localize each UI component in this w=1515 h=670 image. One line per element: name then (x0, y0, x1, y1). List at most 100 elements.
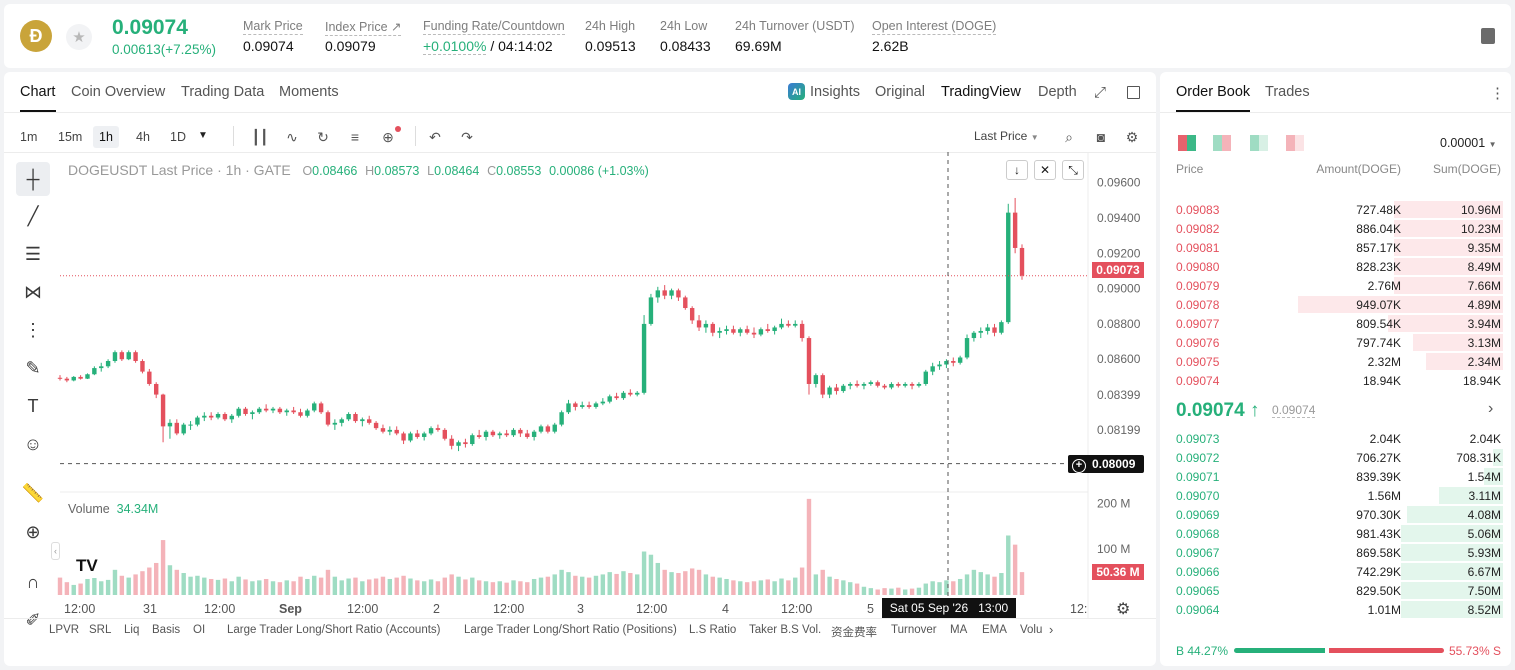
bid-row[interactable]: 0.09069 970.30K 4.08M (1160, 505, 1511, 524)
tab-order-book[interactable]: Order Book (1176, 84, 1251, 100)
compare-icon[interactable]: ↻ (317, 128, 329, 145)
ask-row[interactable]: 0.09082 886.04K 10.23M (1160, 219, 1511, 238)
timeframe-1h[interactable]: 1h (93, 126, 119, 148)
scroll-down-icon[interactable]: ↓ (1006, 160, 1028, 180)
bid-row[interactable]: 0.09073 2.04K 2.04K (1160, 429, 1511, 448)
more-options-icon[interactable]: ⋮ (1490, 85, 1505, 102)
bid-row[interactable]: 0.09070 1.56M 3.11M (1160, 486, 1511, 505)
add-crosshair-icon[interactable]: + (1072, 459, 1086, 473)
settings-gear-icon[interactable]: ⚙ (1125, 128, 1139, 145)
price-type-select[interactable]: Last Price ▼ (974, 129, 1039, 143)
timeframe-1d[interactable]: 1D (170, 130, 186, 144)
tab-coin-overview[interactable]: Coin Overview (71, 84, 166, 100)
search-icon[interactable]: ⌕ (1065, 128, 1073, 145)
ask-row[interactable]: 0.09080 828.23K 8.49M (1160, 257, 1511, 276)
indicator-lt-accounts[interactable]: Large Trader Long/Short Ratio (Accounts) (227, 624, 441, 636)
expand-icon[interactable]: ⤢ (1094, 84, 1107, 101)
ask-row[interactable]: 0.09081 857.17K 9.35M (1160, 238, 1511, 257)
indicator-ls-ratio[interactable]: L.S Ratio (689, 624, 737, 636)
bid-row[interactable]: 0.09065 829.50K 7.50M (1160, 581, 1511, 600)
indicator-turnover[interactable]: Turnover (891, 624, 937, 636)
view-both-icon[interactable] (1178, 135, 1196, 151)
bid-row[interactable]: 0.09071 839.39K 1.54M (1160, 467, 1511, 486)
guide-book-icon[interactable] (1481, 28, 1495, 44)
ask-row[interactable]: 0.09078 949.07K 4.89M (1160, 295, 1511, 314)
indicator-ma[interactable]: MA (950, 624, 968, 636)
collapse-toolbar-icon[interactable]: ‹ (51, 542, 60, 560)
tab-moments[interactable]: Moments (279, 84, 339, 100)
tab-chart[interactable]: Chart (20, 84, 56, 100)
candlestick-chart[interactable]: 0.09600 0.09400 0.09200 0.09000 0.08800 0.086… (4, 72, 1156, 666)
chevron-right-icon[interactable]: › (1488, 400, 1494, 417)
ruler-tool-icon[interactable]: 📏 (21, 482, 45, 503)
crosshair-tool-icon[interactable]: ┼ (16, 162, 50, 196)
candle-type-icon[interactable]: ┃┃ (251, 128, 269, 145)
templates-icon[interactable]: ≡ (350, 129, 360, 145)
ask-row[interactable]: 0.09083 727.48K 10.96M (1160, 200, 1511, 219)
bid-row[interactable]: 0.09067 869.58K 5.93M (1160, 543, 1511, 562)
zoom-tool-icon[interactable]: ⊕ (25, 521, 41, 542)
horizontal-lines-tool-icon[interactable]: ☰ (24, 243, 42, 264)
view-large-icon[interactable] (1286, 135, 1304, 151)
indicator-basis[interactable]: Basis (152, 624, 181, 636)
pattern-tool-icon[interactable]: ⋈ (24, 281, 42, 302)
bid-row[interactable]: 0.09066 742.29K 6.67M (1160, 562, 1511, 581)
chart-settings-icon[interactable]: ⚙ (1116, 601, 1131, 618)
chevron-right-icon[interactable]: › (1049, 622, 1054, 637)
brush-tool-icon[interactable]: ✎ (25, 357, 41, 378)
candle-body (373, 422, 379, 429)
timeframe-dropdown-icon[interactable]: ▼ (198, 130, 208, 141)
fib-tool-icon[interactable]: ⋮ (24, 319, 42, 340)
funding-rate[interactable]: +0.0100% (423, 38, 487, 55)
camera-icon[interactable]: ◙ (1096, 129, 1106, 145)
ask-row[interactable]: 0.09074 18.94K 18.94K (1160, 371, 1511, 390)
favorite-star-icon[interactable]: ★ (66, 24, 92, 50)
view-original[interactable]: Original (875, 84, 925, 100)
open-interest-label[interactable]: Open Interest (DOGE) (872, 19, 997, 35)
ask-row[interactable]: 0.09077 809.54K 3.94M (1160, 314, 1511, 333)
indicator-oi[interactable]: OI (193, 624, 206, 636)
redo-icon[interactable]: ↷ (461, 128, 473, 145)
precision-select[interactable]: 0.00001 ▼ (1440, 136, 1497, 150)
view-asks-icon[interactable] (1213, 135, 1231, 151)
indicators-icon[interactable]: ∿ (286, 128, 298, 145)
view-depth[interactable]: Depth (1038, 84, 1077, 100)
indicator-lpvr[interactable]: LPVR (49, 624, 80, 636)
ask-row[interactable]: 0.09076 797.74K 3.13M (1160, 333, 1511, 352)
timeframe-1m[interactable]: 1m (20, 130, 38, 144)
indicator-lt-positions[interactable]: Large Trader Long/Short Ratio (Positions… (464, 624, 677, 636)
undo-icon[interactable]: ↶ (429, 128, 441, 145)
ai-insights-icon[interactable]: AI (788, 83, 805, 100)
collapse-pane-icon[interactable]: ✕ (1034, 160, 1056, 180)
funding-rate-label[interactable]: Funding Rate/Countdown (423, 19, 565, 35)
text-tool-icon[interactable]: T (27, 395, 39, 416)
bid-row[interactable]: 0.09064 1.01M 8.52M (1160, 600, 1511, 619)
maximize-pane-icon[interactable]: ⤡ (1062, 160, 1084, 180)
ask-row[interactable]: 0.09075 2.32M 2.34M (1160, 352, 1511, 371)
trend-line-tool-icon[interactable]: ╱ (27, 205, 39, 226)
magnet-tool-icon[interactable]: ∩ (26, 571, 40, 592)
index-price-label[interactable]: Index Price ↗ (325, 20, 402, 36)
indicator-srl[interactable]: SRL (89, 624, 112, 636)
indicator-liq[interactable]: Liq (124, 624, 140, 636)
timeframe-4h[interactable]: 4h (136, 130, 150, 144)
tab-trading-data[interactable]: Trading Data (181, 84, 265, 100)
fullscreen-icon[interactable] (1127, 86, 1140, 99)
timeframe-15m[interactable]: 15m (58, 130, 83, 144)
indicator-ema[interactable]: EMA (982, 624, 1007, 636)
add-alert-icon[interactable]: ⊕ (382, 128, 394, 145)
ask-row[interactable]: 0.09079 2.76M 7.66M (1160, 276, 1511, 295)
indicator-taker-vol[interactable]: Taker B.S Vol. (749, 624, 822, 636)
insights-button[interactable]: Insights (810, 84, 860, 100)
indicator-volume[interactable]: Volu (1020, 624, 1043, 636)
bid-row[interactable]: 0.09072 706.27K 708.31K (1160, 448, 1511, 467)
emoji-tool-icon[interactable]: ☺ (23, 433, 43, 454)
mark-price-label[interactable]: Mark Price (243, 19, 303, 35)
tradingview-logo[interactable]: TV (76, 556, 104, 578)
view-tradingview[interactable]: TradingView (941, 84, 1021, 100)
view-bids-icon[interactable] (1250, 135, 1268, 151)
pencil-lock-tool-icon[interactable]: ✐ (25, 609, 41, 630)
indicator-funding-rate[interactable]: 资金费率 (831, 627, 877, 639)
tab-trades[interactable]: Trades (1265, 84, 1310, 100)
bid-row[interactable]: 0.09068 981.43K 5.06M (1160, 524, 1511, 543)
